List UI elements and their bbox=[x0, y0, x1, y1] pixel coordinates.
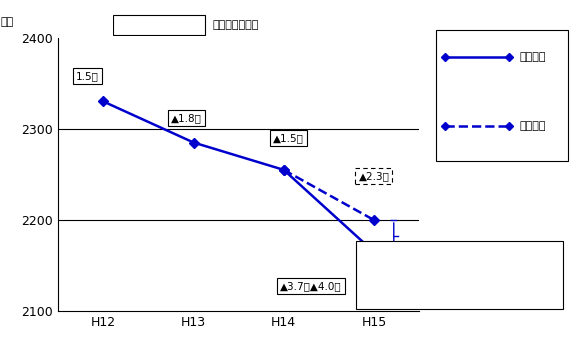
Text: 億円: 億円 bbox=[1, 17, 14, 27]
Text: ▲1.8％: ▲1.8％ bbox=[171, 113, 202, 123]
Text: ：対前年伸び率: ：対前年伸び率 bbox=[212, 19, 259, 30]
Text: ▲1.5％: ▲1.5％ bbox=[273, 133, 304, 143]
FancyBboxPatch shape bbox=[436, 30, 567, 161]
FancyBboxPatch shape bbox=[356, 241, 563, 309]
Text: ▲3.7～▲4.0％: ▲3.7～▲4.0％ bbox=[280, 281, 342, 291]
Text: ▲2.3％: ▲2.3％ bbox=[359, 171, 389, 181]
Text: 中期財政見通しとの差: 中期財政見通しとの差 bbox=[428, 259, 491, 269]
Text: 今回推計: 今回推計 bbox=[520, 52, 546, 63]
FancyBboxPatch shape bbox=[113, 15, 205, 35]
Text: ▲33～▲40億円: ▲33～▲40億円 bbox=[429, 287, 491, 297]
Text: 中期見通: 中期見通 bbox=[520, 121, 546, 131]
Text: 1.5％: 1.5％ bbox=[76, 71, 98, 81]
